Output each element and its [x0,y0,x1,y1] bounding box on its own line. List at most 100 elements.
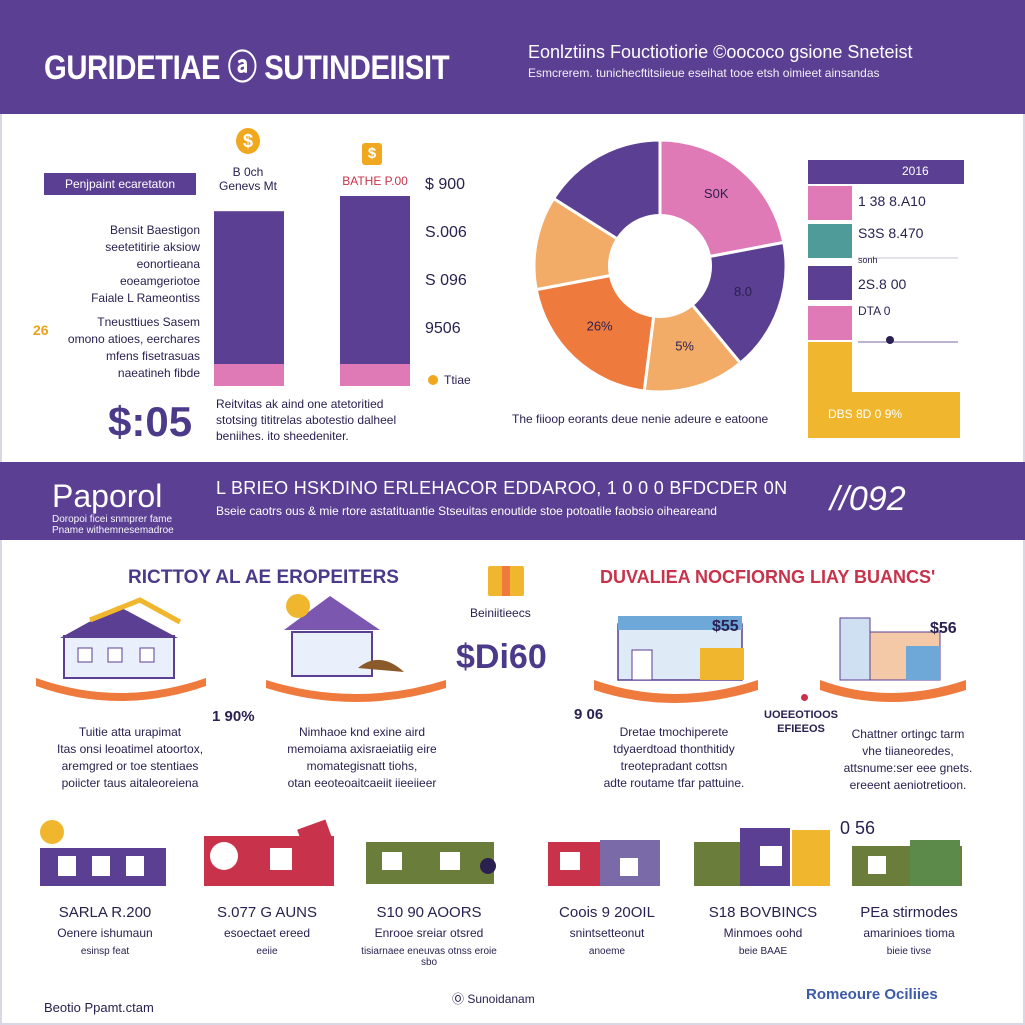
section2-left-title: RICTTOY AL AE EROPEITERS [128,567,399,588]
legend-label: Ttiae [444,373,471,387]
item-sub2: tisiarnaee eneuvas otnss eroie sbo [361,946,497,968]
desc-line: Tuitie atta urapimat [78,725,182,739]
van-icon [366,842,496,884]
dollar-coin-icon: $ [236,128,260,154]
mid-logo-sub: Doropoi ficei snmprer fame Pname withemn… [52,514,202,536]
desc-line: momategisnatt tiohs, [306,759,418,773]
desc-line: memoiama axisraeiatiig eire [287,742,437,756]
desc-line: omono atioes, eerchares [67,332,200,346]
section2-desc-3: Dretae tmochiperete tdyaerdtoad thonthit… [574,724,774,792]
left-panel-desc2: Tneusttiues Sasem omono atioes, eerchare… [40,314,200,382]
note-line: Reitvitas ak aind one atetoritied [216,397,384,411]
item-title: PEa stirmodes [860,904,958,921]
sp-swatch [808,266,852,300]
section2-mid-label: Beiniitieecs [470,606,531,620]
left-side-number: 26 [33,322,49,338]
desc-line: aremgred or toe stentiaes [61,759,199,773]
building-icon [820,617,966,702]
mid-big-number: //092 [830,480,906,518]
desc-line: Bensit Baestigon [109,223,200,237]
side-panel-row: S3S 8.470 [858,225,924,241]
item-sub2: eeiie [256,946,278,957]
side-panel-row: 2S.8 00 [858,276,907,292]
y-tick: S.006 [425,224,467,241]
desc-line: ereeent aeniotretioon. [849,778,967,792]
item-title: S10 90 AOORS [376,904,482,921]
section2-desc-1: Tuitie atta urapimat Itas onsi leoatimel… [30,724,230,792]
footer-mid: Ⓞ Sunoidanam [452,992,535,1006]
pie-label: 5% [675,339,694,354]
side-panel-row: 1 38 8.A10 [858,193,926,209]
car-icon [548,840,660,886]
warehouse-icon [852,840,962,886]
sp-swatch [808,224,852,258]
house-icon [36,597,206,701]
item-sub2: bieie tivse [886,946,932,957]
item-title: Coois 9 20OIL [559,904,655,921]
item-sub: Minmoes oohd [723,926,803,940]
sp-swatch [808,186,852,220]
pie-label: S0K [704,186,729,201]
section2-small-label: UOEEOTIOOS EFIEEOS [756,708,846,736]
logo-sub-line: Pname withemnesemadroe [52,525,174,536]
header-subline: Esmcrerem. tunichecftitsiieue eseihat to… [528,66,880,80]
pie-label: 26% [587,318,613,333]
desc-line: Tneusttiues Sasem [97,315,200,329]
y-tick: $ 900 [425,176,466,193]
sp-swatch [808,306,852,340]
desc-line: poiicter taus aitaleoreiena [61,776,199,790]
house-icon [266,594,446,702]
bar-base [340,364,410,386]
note-line: stotsing tititrelas abotestio dalheel [216,413,397,427]
pie-label: 8.0 [734,284,752,299]
left-big-value: $:05 [108,398,193,445]
item-title: S.077 G AUNS [216,904,318,921]
left-note: Reitvitas ak aind one atetoritied stotsi… [216,396,396,444]
item-sub2: esinsp feat [80,946,130,957]
y-tick: 9506 [425,320,461,337]
left-panel-tag: Penjpaint ecaretaton [44,173,196,195]
item-title: SARLA R.200 [58,904,152,921]
desc-line: attsnume:ser eee gnets. [843,761,973,775]
side-panel-row: sonh [858,255,878,265]
item-sub: amarinioes tioma [863,926,955,940]
item-sub2: beie BAAE [738,946,788,957]
desc-line: mfens fisetrasuas [105,349,200,363]
desc-line: Itas onsi leoatimel atoortox, [56,742,204,756]
sp-footer-bar [852,392,960,438]
desc-line: otan eeoteoaitcaeiit iieeiieer [287,776,437,790]
side-panel-header: 2016 [902,164,929,178]
desc-line: eonortieana [136,257,200,271]
footer-right-link[interactable]: Romeoure Ociliies [806,986,938,1003]
section3-top-number: 0 56 [840,818,876,838]
store-icon [594,616,758,703]
pie-hole [608,214,712,318]
small-label-line: UOEEOTIOOS [764,709,838,721]
item-sub: Enrooe sreiar otsred [374,926,484,940]
bank-icon [40,820,166,886]
legend-dot-icon [428,375,438,385]
item-title: S18 BOVBINCS [708,904,818,921]
bar [214,211,284,364]
bar-label-1: B 0ch Genevs Mt [208,165,288,193]
section2-pct-left: 1 90% [212,708,255,725]
desc-line: Chattner ortingc tarm [851,727,965,741]
desc-line: Faiale L Rameontiss [91,291,200,305]
sp-swatch [808,342,852,438]
item-sub: Oenere ishumaun [57,926,153,940]
mid-headline: L BRIEO HSKDINO ERLEHACOR EDDAROO, 1 0 0… [216,478,788,498]
sp-swatch [808,160,852,184]
section2-mid-value: $Di60 [456,638,547,676]
y-tick: S 096 [425,272,467,289]
header-subtitle: Eonlztiins Fouctiotiorie ©oococo gsione … [528,42,913,62]
red-dot-icon [801,694,808,701]
store-price-tag: $55 [712,618,739,635]
bar-label-line: B 0ch [232,165,264,179]
desc-line: vhe tiianeoredes, [862,744,954,758]
building-price-tag: $56 [930,620,957,637]
